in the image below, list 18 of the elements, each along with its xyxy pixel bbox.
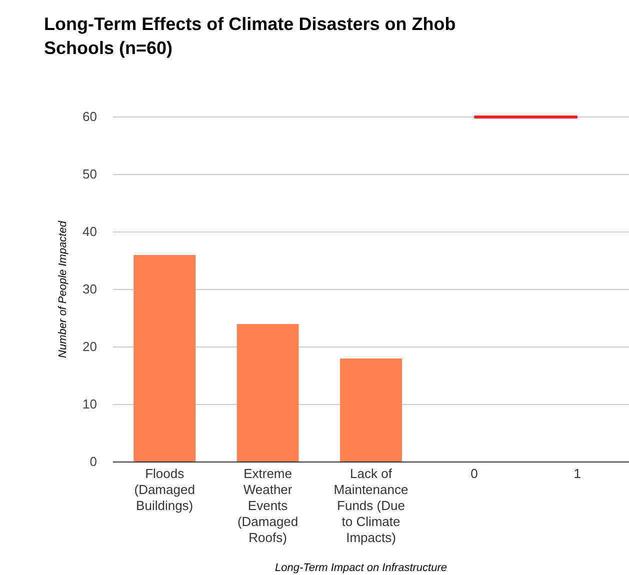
y-axis-title: Number of People Impacted: [57, 220, 69, 358]
y-tick-label: 10: [82, 396, 97, 412]
y-tick-label: 0: [90, 454, 97, 469]
bar: [134, 255, 196, 462]
x-tick-label: 0: [470, 466, 478, 481]
x-tick-label: Lack of Maintenance Funds (Due to Climate Impacts): [334, 466, 408, 545]
x-tick-label: 1: [574, 466, 582, 481]
bar: [340, 358, 402, 462]
x-axis-title: Long-Term Impact on Infrastructure: [274, 562, 448, 574]
y-tick-label: 50: [82, 166, 97, 182]
x-tick-label: Floods (Damaged Buildings): [134, 466, 195, 513]
chart-title: Long-Term Effects of Climate Disasters on Zhob Schools (n=60): [44, 14, 456, 58]
bar: [236, 324, 299, 462]
y-tick-label: 60: [82, 109, 97, 124]
y-tick-label: 20: [82, 339, 97, 354]
x-tick-label: Extreme Weather Events (Damaged Roofs): [237, 466, 298, 545]
y-tick-label: 30: [82, 282, 97, 296]
y-tick-label: 40: [82, 224, 97, 239]
